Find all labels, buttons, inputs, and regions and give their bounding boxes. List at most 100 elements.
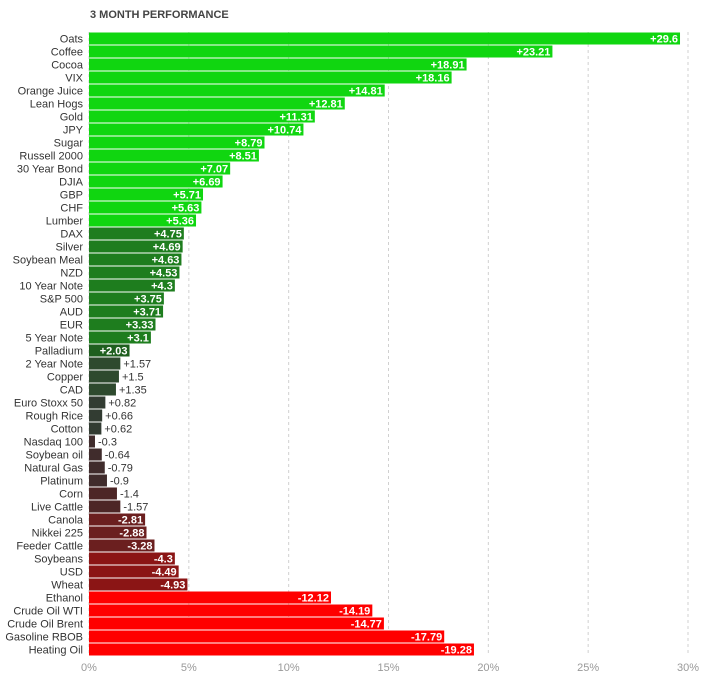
- y-tick-label: NZD: [60, 267, 83, 279]
- y-tick-label: Lumber: [46, 215, 84, 227]
- y-tick-label: Feeder Cattle: [16, 540, 83, 552]
- value-label: -14.19: [339, 605, 370, 617]
- y-tick-label: 30 Year Bond: [17, 163, 83, 175]
- bar: [89, 240, 183, 253]
- bar: [89, 370, 119, 383]
- value-label: -3.28: [127, 540, 152, 552]
- y-tick-label: Gasoline RBOB: [5, 631, 83, 643]
- value-label: +14.81: [349, 85, 383, 97]
- value-label: -1.4: [120, 488, 139, 500]
- value-label: -4.93: [160, 579, 185, 591]
- x-tick-label: 15%: [377, 662, 399, 674]
- y-tick-label: Live Cattle: [31, 501, 83, 513]
- y-tick-label: DAX: [60, 228, 83, 240]
- value-label: +4.75: [154, 228, 182, 240]
- y-tick-label: 10 Year Note: [19, 280, 83, 292]
- bar: [89, 45, 553, 58]
- y-tick-label: Crude Oil WTI: [13, 605, 83, 617]
- bar: [89, 487, 117, 500]
- y-tick-label: Cocoa: [51, 59, 84, 71]
- bar: [89, 565, 179, 578]
- bar: [89, 539, 155, 552]
- value-label: +4.63: [152, 254, 180, 266]
- bar: [89, 357, 121, 370]
- y-tick-label: Oats: [60, 33, 84, 45]
- y-tick-label: Canola: [48, 514, 84, 526]
- bar: [89, 84, 385, 97]
- value-label: +0.66: [105, 410, 133, 422]
- value-label: +8.79: [235, 137, 263, 149]
- bar: [89, 526, 147, 539]
- value-label: -4.3: [154, 553, 173, 565]
- y-tick-label: Platinum: [40, 475, 83, 487]
- bar: [89, 227, 184, 240]
- y-tick-label: EUR: [60, 319, 83, 331]
- y-tick-label: Corn: [59, 488, 83, 500]
- bar: [89, 396, 106, 409]
- y-tick-label: AUD: [60, 306, 83, 318]
- y-tick-label: Ethanol: [46, 592, 83, 604]
- bar: [89, 71, 452, 84]
- y-tick-label: Soybeans: [34, 553, 83, 565]
- value-label: +0.82: [108, 397, 136, 409]
- y-tick-label: JPY: [63, 124, 84, 136]
- value-label: +1.5: [122, 371, 144, 383]
- bar: [89, 552, 175, 565]
- y-tick-label: Sugar: [54, 137, 84, 149]
- bar: [89, 32, 681, 45]
- y-tick-label: Rough Rice: [26, 410, 83, 422]
- value-label: -0.3: [98, 436, 117, 448]
- bar: [89, 500, 121, 513]
- x-tick-label: 20%: [477, 662, 499, 674]
- y-tick-label: Nasdaq 100: [24, 436, 83, 448]
- value-label: -1.57: [123, 501, 148, 513]
- x-tick-label: 0%: [81, 662, 97, 674]
- value-label: +2.03: [100, 345, 128, 357]
- y-tick-label: Nikkei 225: [32, 527, 83, 539]
- value-label: -12.12: [298, 592, 329, 604]
- bar: [89, 214, 197, 227]
- x-tick-label: 25%: [577, 662, 599, 674]
- value-label: +10.74: [267, 124, 302, 136]
- y-tick-label: Palladium: [35, 345, 83, 357]
- bar: [89, 331, 151, 344]
- x-tick-label: 30%: [677, 662, 699, 674]
- bar: [89, 253, 182, 266]
- value-label: +1.57: [123, 358, 151, 370]
- y-tick-label: USD: [60, 566, 83, 578]
- y-tick-label: 5 Year Note: [26, 332, 84, 344]
- value-label: -0.9: [110, 475, 129, 487]
- bar: [89, 617, 384, 630]
- value-label: -0.64: [105, 449, 130, 461]
- value-label: +11.31: [279, 111, 312, 123]
- bar: [89, 149, 259, 162]
- y-tick-label: Cotton: [51, 423, 83, 435]
- value-label: +29.6: [650, 33, 678, 45]
- bar: [89, 97, 345, 110]
- y-tick-label: Wheat: [51, 579, 83, 591]
- bar: [89, 123, 304, 136]
- value-label: +3.71: [133, 306, 161, 318]
- y-tick-label: DJIA: [59, 176, 84, 188]
- bar: [89, 591, 331, 604]
- value-label: +23.21: [516, 46, 550, 58]
- bar: [89, 422, 102, 435]
- x-tick-label: 10%: [278, 662, 300, 674]
- value-label: -2.88: [119, 527, 144, 539]
- bar: [89, 435, 95, 448]
- bar: [89, 409, 103, 422]
- x-tick-label: 5%: [181, 662, 197, 674]
- bar: [89, 58, 467, 71]
- bar: [89, 175, 223, 188]
- y-tick-label: Russell 2000: [19, 150, 83, 162]
- value-label: +12.81: [309, 98, 343, 110]
- y-tick-label: CHF: [60, 202, 83, 214]
- bar: [89, 201, 202, 214]
- bar: [89, 474, 107, 487]
- bar: [89, 513, 146, 526]
- value-label: +8.51: [229, 150, 257, 162]
- bar: [89, 136, 265, 149]
- bar: [89, 630, 445, 643]
- value-label: +3.1: [127, 332, 149, 344]
